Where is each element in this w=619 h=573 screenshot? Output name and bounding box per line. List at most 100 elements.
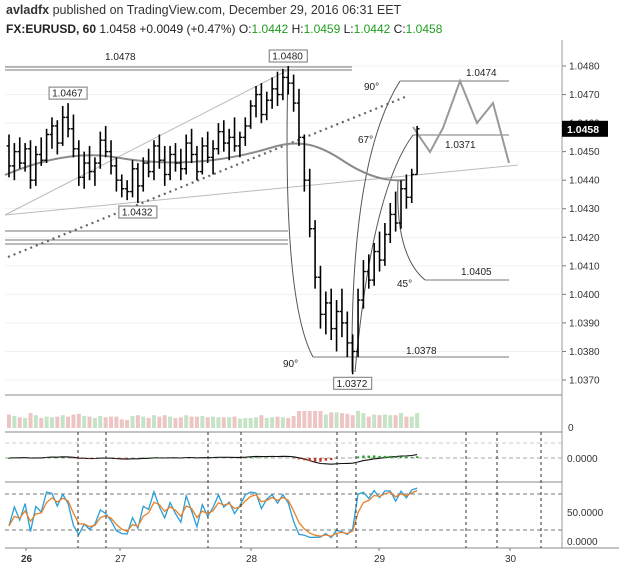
osc2-axis-label-50: 50.0000 — [567, 508, 604, 519]
volume-bar-58 — [318, 411, 323, 428]
ohlc-bar-21 — [119, 174, 125, 198]
lower-trendline — [4, 164, 519, 216]
ohlc-bar-42 — [232, 117, 237, 152]
volume-bar-66 — [361, 413, 366, 428]
last-price-badge-text: 1.0458 — [567, 124, 599, 136]
publish-info: published on TradingView.com, December 2… — [52, 3, 402, 17]
volume-bar-9 — [55, 416, 60, 428]
oscillator-1 — [7, 454, 419, 465]
ohlc-bar-71 — [387, 203, 393, 243]
ohlc-bar-3 — [22, 143, 28, 172]
symbol-line: FX:EURUSD, 60 1.0458 +0.0049 (+0.47%) O:… — [6, 22, 442, 36]
grid-lines — [5, 65, 562, 381]
volume-bar-16 — [92, 418, 97, 428]
ohlc-bar-74 — [403, 174, 409, 209]
last-price: 1.0458 — [99, 22, 137, 36]
ohlc-bar-26 — [146, 148, 152, 178]
price-tick-label-8: 1.0400 — [569, 290, 600, 301]
svg-text:1.0480: 1.0480 — [272, 52, 303, 63]
volume-bar-10 — [60, 415, 65, 428]
ohlc-bar-13 — [76, 140, 82, 186]
ohlc-bar-60 — [328, 288, 334, 341]
level-label-1: 1.0478 — [105, 52, 136, 63]
volume-bar-15 — [87, 416, 92, 428]
projected-path — [412, 78, 510, 164]
volume-bar-48 — [264, 418, 269, 428]
ohlc-bar-55 — [301, 134, 307, 192]
volume-bar-41 — [227, 417, 232, 428]
volume-bar-69 — [377, 415, 382, 428]
volume-bar-70 — [382, 414, 387, 428]
price-tick-label-9: 1.0390 — [569, 318, 600, 329]
ohlc-bar-5 — [33, 145, 39, 186]
ohlc-bar-2 — [17, 137, 23, 169]
ohlc-bar-47 — [258, 83, 264, 124]
volume-bar-24 — [135, 415, 140, 428]
volume-bar-72 — [393, 415, 398, 428]
volume-bar-62 — [339, 413, 344, 428]
bar-price-labels: 1.0467 1.0432 1.0480 1.0372 — [48, 49, 373, 390]
osc1-hist-67 — [367, 455, 370, 458]
time-tick-label-3: 29 — [374, 554, 386, 565]
ohlc-bar-73 — [398, 180, 404, 229]
osc1-hist-45 — [249, 457, 252, 458]
price-change: +0.0049 (+0.47%) — [139, 22, 236, 36]
volume-bar-18 — [103, 417, 108, 428]
osc2-slow-line — [8, 489, 418, 537]
volume-bar-71 — [388, 415, 393, 428]
ohlc-bar-43 — [237, 131, 243, 158]
osc1-hist-60 — [330, 458, 333, 460]
osc1-hist-59 — [324, 458, 328, 461]
volume-bar-22 — [125, 420, 130, 428]
volume-bar-39 — [216, 417, 221, 428]
volume-bar-25 — [141, 416, 146, 428]
ohlc-bar-6 — [38, 137, 44, 166]
price-bars — [6, 66, 420, 375]
ohlc-bar-52 — [285, 66, 291, 95]
bar-label-1: 1.0432 — [118, 205, 158, 219]
volume-bar-5 — [33, 415, 38, 428]
last-price-badge — [562, 120, 608, 137]
ohlc-bar-70 — [382, 223, 388, 266]
volume-bar-73 — [399, 413, 404, 428]
osc1-hist-69 — [378, 455, 381, 458]
ohlc-bar-32 — [178, 148, 184, 181]
ohlc-bar-58 — [318, 265, 323, 329]
ohlc-bar-49 — [269, 77, 275, 109]
volume-bar-7 — [44, 416, 49, 428]
ohlc-bar-28 — [156, 134, 162, 169]
symbol-name[interactable]: FX:EURUSD, 60 — [6, 22, 97, 36]
ohlc-bar-35 — [194, 145, 200, 181]
osc1-hist-8 — [50, 457, 54, 458]
volume-bar-50 — [275, 416, 280, 428]
low-label: L: — [343, 22, 354, 36]
ohlc-bar-30 — [167, 145, 173, 181]
ohlc-bar-37 — [205, 131, 211, 164]
osc1-hist-73 — [399, 456, 403, 458]
author-name[interactable]: avladfx — [6, 3, 50, 17]
volume-bar-30 — [168, 416, 173, 428]
volume-bar-27 — [151, 415, 156, 428]
volume-bar-63 — [345, 413, 350, 428]
session-separators — [77, 432, 542, 548]
ohlc-bar-56 — [307, 168, 313, 238]
moving-average-line — [4, 142, 406, 182]
osc1-hist-57 — [313, 458, 317, 462]
volume-bar-59 — [323, 414, 328, 428]
osc1-hist-14 — [82, 458, 86, 459]
arc-90-left — [286, 71, 314, 358]
open-label: O: — [238, 22, 252, 36]
ohlc-bar-41 — [226, 128, 232, 161]
volume-bar-12 — [71, 414, 76, 428]
volume-bar-64 — [350, 415, 355, 428]
osc1-hist-22 — [125, 458, 129, 459]
volume-bar-14 — [82, 415, 87, 428]
volume-bar-19 — [109, 416, 114, 428]
ohlc-bar-12 — [71, 114, 76, 158]
time-tick-label-0: 26 — [21, 554, 33, 565]
ohlc-bar-66 — [361, 260, 366, 309]
volume-bar-74 — [404, 416, 409, 428]
volume-axis-label: 0 — [568, 423, 574, 434]
osc1-hist-15 — [88, 458, 91, 459]
